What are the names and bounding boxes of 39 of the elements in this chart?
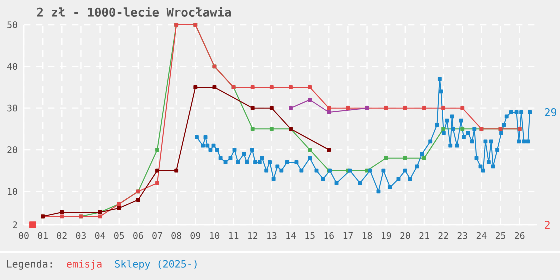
y2-tick-label: 29 xyxy=(545,108,556,117)
x-tick-label: 10 xyxy=(210,232,220,240)
x-tick-label: 17 xyxy=(344,232,353,239)
x-tick-label: 13 xyxy=(268,232,277,240)
x-tick-label: 22 xyxy=(438,232,448,240)
x-tick-label: 18 xyxy=(362,232,372,240)
x-tick-label: 16 xyxy=(324,232,334,240)
x-tick-label: 00 xyxy=(19,232,29,240)
x-tick-label: 04 xyxy=(95,232,106,240)
text: Sklepy (2025-) xyxy=(115,260,197,270)
chart-title: 2 zł - 1000-lecie Wrocławia xyxy=(37,7,232,17)
x-tick-label: 24 xyxy=(476,232,487,240)
x-tick-label: 15 xyxy=(306,232,315,240)
x-tick-label: 07 xyxy=(152,232,162,240)
x-tick-label: 14 xyxy=(286,232,296,239)
y-tick-label: 50 xyxy=(8,22,18,28)
x-tick-label: 20 xyxy=(400,232,410,240)
legend-title: Legenda: xyxy=(7,260,52,270)
y-tick-label: 20 xyxy=(8,146,18,154)
x-tick-label: 03 xyxy=(76,232,86,240)
x-tick-label: 02 xyxy=(57,232,67,240)
x-tick-label: 01 xyxy=(38,232,48,240)
x-tick-label: 09 xyxy=(190,232,200,240)
x-tick-label: 11 xyxy=(229,232,239,239)
x-tick-label: 21 xyxy=(420,232,430,240)
x-tick-label: 23 xyxy=(458,232,468,240)
x-tick-label: 26 xyxy=(515,232,525,240)
y-tick-label: 10 xyxy=(8,188,18,196)
y2-tick-label: 2 xyxy=(545,221,550,229)
x-tick-label: 19 xyxy=(382,232,392,240)
x-tick-label: 05 xyxy=(114,232,124,240)
x-tick-label: 25 xyxy=(496,232,506,240)
y-tick-label: 2 xyxy=(13,222,18,228)
text: emisja xyxy=(67,260,102,270)
x-tick-label: 08 xyxy=(172,232,182,240)
x-tick-label: 06 xyxy=(134,232,144,240)
y-tick-label: 40 xyxy=(8,63,18,70)
y-tick-label: 30 xyxy=(8,104,18,112)
x-tick-label: 12 xyxy=(248,232,258,240)
